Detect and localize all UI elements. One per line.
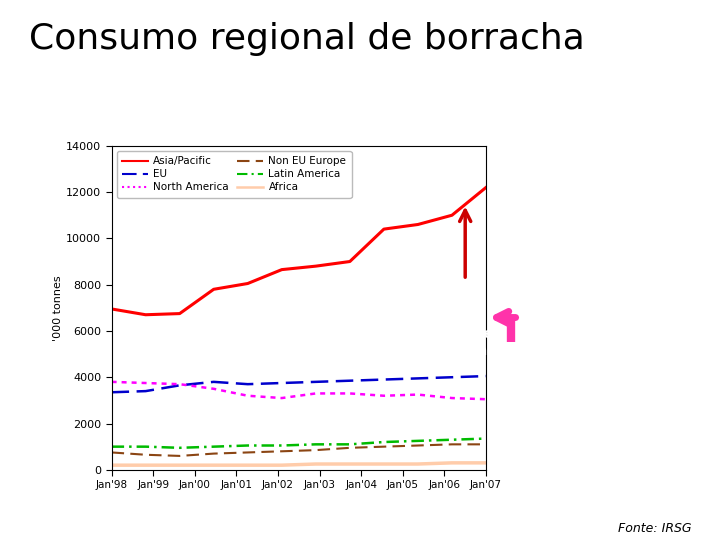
Y-axis label: '000 tonnes: '000 tonnes — [53, 275, 63, 341]
Legend: Asia/Pacific, EU, North America, Non EU Europe, Latin America, Africa: Asia/Pacific, EU, North America, Non EU … — [117, 151, 351, 198]
Text: Ásia praticamente DOBRA
o consumo em uma década: Ásia praticamente DOBRA o consumo em uma… — [345, 326, 558, 357]
Text: EUA perde importância no setor: EUA perde importância no setor — [245, 492, 518, 508]
Text: Consumo regional de borracha: Consumo regional de borracha — [29, 22, 585, 56]
Text: Fonte: IRSG: Fonte: IRSG — [618, 522, 691, 535]
